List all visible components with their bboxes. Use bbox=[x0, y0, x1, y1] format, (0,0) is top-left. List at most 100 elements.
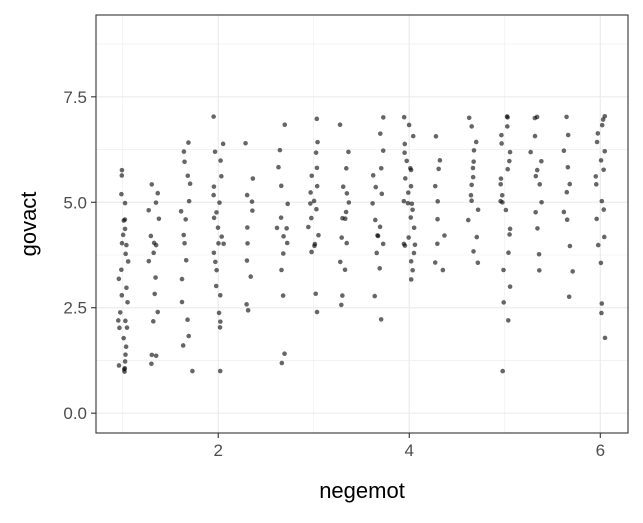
data-point bbox=[181, 149, 187, 154]
y-tick-label: 7.5 bbox=[63, 88, 87, 107]
data-point bbox=[156, 216, 162, 222]
data-point bbox=[146, 207, 151, 213]
x-tick-label: 6 bbox=[596, 441, 605, 460]
plot-panel bbox=[96, 15, 628, 433]
data-point bbox=[412, 242, 418, 248]
data-point bbox=[312, 243, 317, 249]
data-point bbox=[117, 325, 122, 331]
data-point bbox=[380, 148, 386, 153]
data-point bbox=[602, 113, 608, 119]
data-point bbox=[314, 165, 320, 171]
data-point bbox=[123, 352, 128, 357]
data-point bbox=[120, 232, 126, 238]
data-point bbox=[277, 147, 283, 153]
data-point bbox=[344, 240, 350, 246]
data-point bbox=[433, 134, 439, 139]
y-tick-label: 5.0 bbox=[63, 193, 87, 212]
data-point bbox=[343, 166, 349, 171]
data-point bbox=[123, 318, 128, 324]
data-point bbox=[211, 192, 216, 198]
data-point bbox=[155, 309, 161, 315]
data-point bbox=[309, 173, 315, 179]
data-point bbox=[408, 183, 414, 189]
data-point bbox=[468, 192, 474, 198]
data-point bbox=[593, 174, 599, 179]
data-point bbox=[211, 184, 217, 189]
data-point bbox=[337, 122, 343, 127]
data-point bbox=[121, 335, 126, 341]
data-point bbox=[339, 235, 344, 240]
data-point bbox=[311, 198, 317, 204]
data-point bbox=[437, 158, 443, 163]
data-point bbox=[504, 114, 510, 119]
data-point bbox=[185, 173, 191, 179]
data-point bbox=[564, 189, 570, 195]
data-point bbox=[340, 293, 345, 298]
data-point bbox=[406, 122, 412, 128]
data-point bbox=[214, 267, 219, 273]
data-point bbox=[149, 352, 155, 358]
data-point bbox=[570, 269, 575, 274]
data-point bbox=[250, 176, 256, 181]
data-point bbox=[500, 368, 505, 374]
data-point bbox=[186, 198, 192, 204]
data-point bbox=[498, 181, 503, 187]
data-point bbox=[380, 115, 386, 120]
data-point bbox=[279, 267, 284, 273]
data-point bbox=[280, 293, 286, 298]
data-point bbox=[599, 310, 604, 316]
data-point bbox=[217, 292, 223, 298]
data-point bbox=[306, 224, 311, 230]
data-point bbox=[598, 158, 604, 163]
data-point bbox=[180, 343, 186, 348]
y-tick-label: 2.5 bbox=[63, 299, 87, 318]
data-point bbox=[340, 184, 346, 189]
data-point bbox=[474, 234, 480, 240]
data-point bbox=[410, 207, 415, 213]
data-point bbox=[221, 241, 226, 247]
data-point bbox=[377, 224, 383, 230]
data-point bbox=[244, 258, 250, 263]
data-point bbox=[181, 232, 186, 238]
data-point bbox=[244, 302, 249, 307]
data-point bbox=[217, 368, 223, 374]
data-point bbox=[282, 351, 287, 356]
data-point bbox=[402, 150, 407, 156]
data-point bbox=[116, 276, 122, 282]
data-point bbox=[314, 116, 320, 122]
data-point bbox=[601, 234, 607, 240]
data-point bbox=[598, 260, 604, 266]
data-point bbox=[274, 225, 280, 231]
data-point bbox=[602, 148, 608, 154]
data-point bbox=[466, 115, 472, 121]
data-point bbox=[314, 309, 320, 315]
data-point bbox=[243, 140, 248, 146]
data-point bbox=[534, 167, 540, 173]
data-point bbox=[219, 234, 224, 239]
data-point bbox=[343, 209, 349, 215]
data-point bbox=[125, 299, 130, 305]
data-point bbox=[499, 192, 505, 198]
data-point bbox=[179, 299, 185, 305]
data-point bbox=[342, 216, 348, 221]
data-point bbox=[435, 199, 441, 204]
data-point bbox=[401, 198, 407, 204]
data-point bbox=[185, 317, 190, 323]
data-point bbox=[564, 114, 569, 120]
data-point bbox=[442, 233, 447, 238]
data-point bbox=[187, 181, 193, 187]
data-point bbox=[408, 277, 414, 282]
data-point bbox=[339, 302, 344, 308]
data-point bbox=[402, 141, 408, 147]
data-point bbox=[409, 201, 415, 207]
panel-border bbox=[95, 14, 629, 434]
data-point bbox=[377, 131, 383, 136]
data-point bbox=[155, 190, 161, 196]
data-point bbox=[219, 173, 224, 179]
data-point bbox=[284, 240, 290, 246]
data-point bbox=[151, 250, 156, 256]
data-point bbox=[535, 226, 540, 231]
data-point bbox=[122, 359, 128, 364]
data-point bbox=[148, 233, 154, 239]
